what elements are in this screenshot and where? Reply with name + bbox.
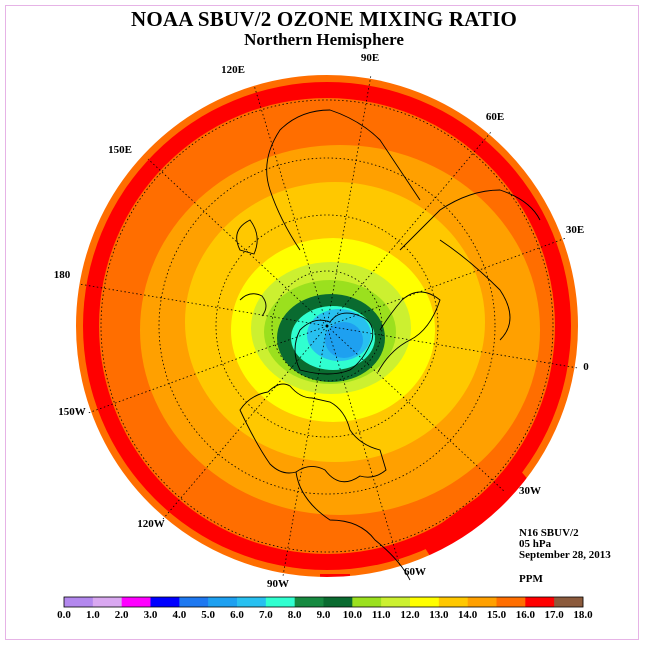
north-america-coast [239,383,387,483]
date-label: September 28, 2013 [519,549,611,561]
colorbar-box [64,597,94,607]
colorbar-box [208,597,238,607]
colorbar-tick-label: 13.0 [429,609,449,621]
lon-label-120w: 120W [137,518,165,530]
colorbar-box [352,597,382,607]
colorbar-tick-label: 0.0 [57,609,71,621]
lon-label-90e: 90E [361,52,379,64]
meridian-30e [326,237,567,327]
colorbar-tick-label: 14.0 [458,609,478,621]
satellite-label: N16 SBUV/2 [519,527,579,539]
colorbar-box [496,597,526,607]
colorbar-box [467,597,497,607]
coastlines [236,109,541,581]
colorbar-tick-label: 12.0 [400,609,420,621]
colorbar-box [294,597,324,607]
colorbar-tick-labels: 0.0 1.0 2.0 3.0 4.0 5.0 6.0 7.0 8.0 9.0 10.0 11.0 12… [57,609,593,621]
colorbar-tick-label: 7.0 [259,609,273,621]
meridian-0 [326,325,579,369]
colorbar-tick-label: 3.0 [144,609,158,621]
colorbar-tick-label: 8.0 [288,609,302,621]
colorbar-box [92,597,122,607]
hemisphere-edge [74,73,580,579]
lon-label-0: 0 [583,361,589,373]
lat-circle-80 [271,270,383,382]
central-america-coast [295,471,411,581]
field-level-5 [325,322,363,358]
siberia-coast [266,109,421,251]
lon-label-30e: 30E [566,224,584,236]
colorbar-boxes [63,596,584,608]
colorbar-box [323,597,353,607]
colorbar-box [525,597,555,607]
meridian-150e [147,158,328,327]
page-frame [5,5,639,640]
lon-label-180: 180 [54,269,71,281]
colorbar-box [265,597,295,607]
colorbar-tick-label: 10.0 [343,609,363,621]
colorbar-box [381,597,411,607]
pressure-level-label: 05 hPa [519,538,552,550]
colorbar-tick-label: 18.0 [573,609,593,621]
colorbar-tick-label: 16.0 [516,609,536,621]
map-subtitle: Northern Hemisphere [244,30,404,49]
lon-label-30w: 30W [519,485,541,497]
kamchatka-coast [236,219,258,255]
colorbar-tick-label: 15.0 [487,609,507,621]
colorbar-outline [63,596,584,608]
colorbar-box [150,597,180,607]
colorbar-box [410,597,440,607]
meridian-30w [326,325,506,493]
longitude-labels: 90E 120E 60E 150E 30E 180 0 150W 30W 120… [54,52,590,590]
colorbar: 0.0 1.0 2.0 3.0 4.0 5.0 6.0 7.0 8.0 9.0 10.0 11.0 12… [57,596,593,621]
europe-coast [439,239,511,341]
lon-label-150e: 150E [108,144,132,156]
lat-circle-70 [215,214,439,438]
map-title: NOAA SBUV/2 OZONE MIXING RATIO [131,7,517,31]
arctic-archipelago [294,312,374,375]
colorbar-box [121,597,151,607]
unit-label: PPM [519,573,543,585]
colorbar-box [237,597,267,607]
lon-label-150w: 150W [58,406,86,418]
lon-label-60w: 60W [404,566,426,578]
greenland-coast [377,291,441,373]
colorbar-box [438,597,468,607]
field-patch-atlantic [420,470,535,556]
lon-label-90w: 90W [267,578,289,590]
colorbar-box [179,597,209,607]
lon-label-60e: 60E [486,111,504,123]
colorbar-tick-label: 1.0 [86,609,100,621]
scandinavia-coast [399,189,541,251]
colorbar-tick-label: 2.0 [115,609,129,621]
alaska-coast [239,293,267,317]
colorbar-tick-label: 17.0 [545,609,565,621]
colorbar-tick-label: 4.0 [172,609,186,621]
lat-circle-60 [158,157,496,495]
colorbar-tick-label: 11.0 [372,609,391,621]
colorbar-tick-label: 6.0 [230,609,244,621]
colorbar-box [554,597,584,607]
meridian-90e [326,74,372,327]
lon-label-120e: 120E [221,64,245,76]
graticule [78,74,579,577]
colorbar-tick-label: 9.0 [317,609,331,621]
colorbar-tick-label: 5.0 [201,609,215,621]
meridian-60w [326,325,401,567]
lat-circle-50 [100,99,554,553]
